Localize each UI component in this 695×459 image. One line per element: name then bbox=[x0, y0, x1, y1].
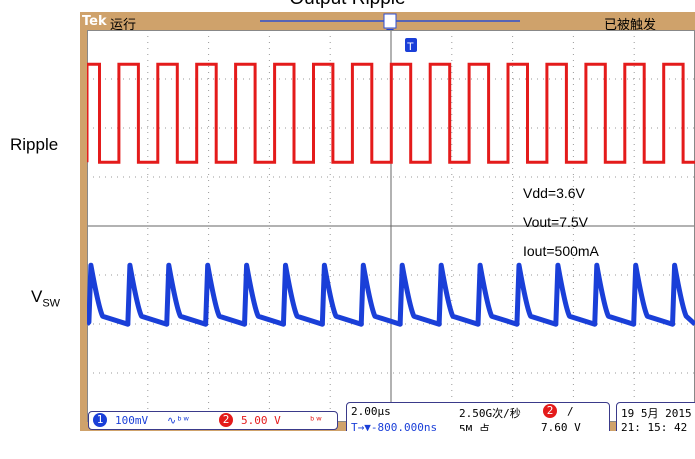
scope-readout-bar: 1 100mV ∿ᵇʷ 2 5.00 V ᵇʷ 2.00µs T→▼-800.0… bbox=[80, 402, 695, 431]
waveform-plot: 2 1 T bbox=[87, 30, 695, 422]
ripple-trace bbox=[87, 62, 695, 164]
trigger-level: 7.60 V bbox=[541, 421, 581, 431]
run-state: 运行 bbox=[110, 18, 137, 33]
horizontal-delay: T→▼-800.000ns bbox=[351, 421, 438, 431]
ch2-scale: 5.00 V bbox=[241, 414, 281, 427]
trigger-position-marker bbox=[405, 38, 417, 52]
time-readout: 21: 15: 42 bbox=[621, 421, 688, 431]
ch1-marker: 1 bbox=[87, 309, 88, 323]
scope-status-bar: Tek 运行 已被触发 bbox=[80, 12, 695, 33]
ch2-badge: 2 bbox=[219, 413, 233, 427]
oscilloscope-display: Tek 运行 已被触发 2 1 T Vdd=3.6V Vout=7.5V Iout=… bbox=[80, 12, 695, 431]
ch1-scale: 100mV bbox=[115, 414, 149, 427]
annotation-iout: Iout=500mA bbox=[523, 243, 599, 259]
ch1-badge: 1 bbox=[93, 413, 107, 427]
vsw-label: VSW bbox=[31, 287, 60, 309]
waveform-graticule: 2 1 T Vdd=3.6V Vout=7.5V Iout=500mA bbox=[87, 30, 695, 422]
record-length: 5M 点 bbox=[459, 423, 490, 431]
trigger-slope: / bbox=[567, 405, 574, 418]
vsw-label-sub: SW bbox=[42, 297, 61, 310]
vsw-label-main: V bbox=[31, 287, 43, 306]
trigger-source-badge: 2 bbox=[543, 404, 557, 418]
annotation-vout: Vout=7.5V bbox=[523, 214, 589, 230]
trigger-state: 已被触发 bbox=[604, 18, 657, 33]
trigger-position-label: T bbox=[407, 41, 414, 53]
vsw-trace bbox=[87, 262, 695, 327]
brand-logo: Tek bbox=[82, 14, 107, 29]
annotation-vdd: Vdd=3.6V bbox=[523, 185, 585, 201]
ch2-marker: 2 bbox=[87, 157, 88, 171]
datetime-box: 19 5月 2015 21: 15: 42 bbox=[616, 402, 695, 431]
ch2-coupling: ᵇʷ bbox=[309, 414, 323, 427]
channel-scale-box: 1 100mV ∿ᵇʷ 2 5.00 V ᵇʷ bbox=[88, 411, 338, 430]
time-per-div: 2.00µs bbox=[351, 405, 391, 418]
figure-title: Output Ripple bbox=[0, 0, 695, 10]
ch1-coupling: ∿ᵇʷ bbox=[167, 414, 190, 427]
timebase-box: 2.00µs T→▼-800.000ns 2.50G次/秒 5M 点 2 / 7… bbox=[346, 402, 610, 431]
ripple-label: Ripple bbox=[10, 135, 59, 154]
record-view-indicator bbox=[260, 13, 520, 32]
date-readout: 19 5月 2015 bbox=[621, 407, 692, 420]
sample-rate: 2.50G次/秒 bbox=[459, 407, 521, 420]
